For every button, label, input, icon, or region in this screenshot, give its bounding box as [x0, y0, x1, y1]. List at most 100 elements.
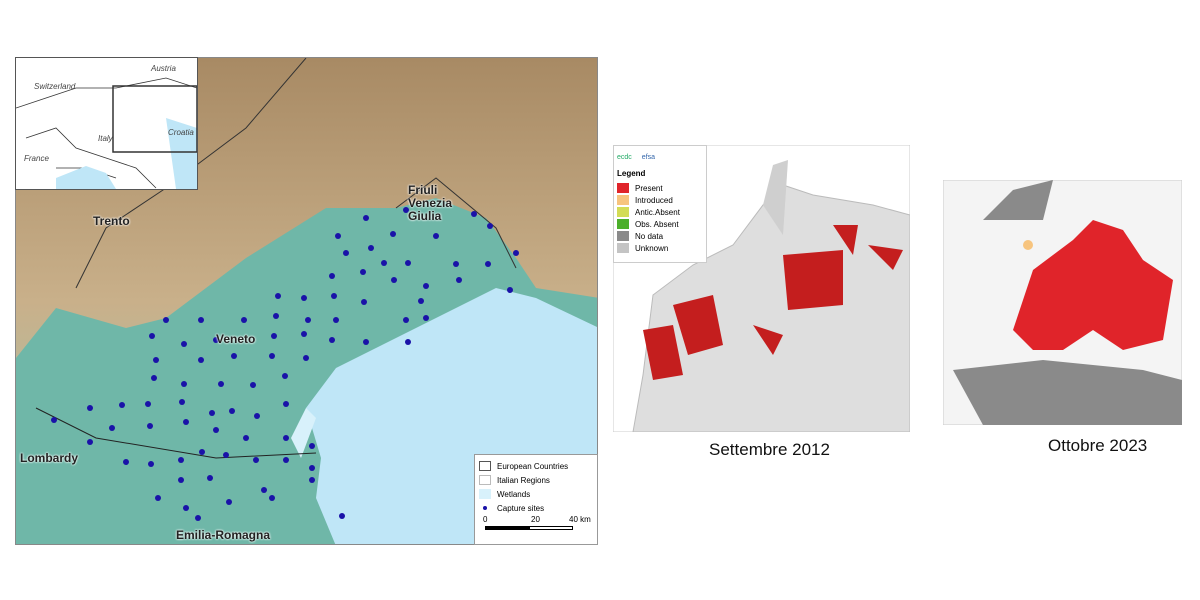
legend-label: Antic.Absent [635, 207, 680, 217]
region-border [35, 407, 317, 459]
capture-site [405, 260, 411, 266]
capture-site [433, 233, 439, 239]
region-border [395, 177, 517, 269]
legend-swatch [617, 183, 629, 193]
legend-label: Introduced [635, 195, 673, 205]
capture-site [283, 401, 289, 407]
capture-site [261, 487, 267, 493]
legend-item: Present [617, 182, 703, 194]
legend-label: European Countries [497, 461, 569, 471]
capture-site [361, 299, 367, 305]
wetlands-swatch [479, 489, 491, 499]
capture-site [405, 339, 411, 345]
map-legend: European Countries Italian Regions Wetla… [474, 454, 598, 545]
capture-site [51, 417, 57, 423]
capture-site [178, 457, 184, 463]
capture-site [309, 465, 315, 471]
label-croatia: Croatia [168, 128, 194, 137]
capture-site [507, 287, 513, 293]
capture-site [253, 457, 259, 463]
legend-label: Wetlands [497, 489, 531, 499]
label-austria: Austria [151, 64, 176, 73]
capture-site [181, 341, 187, 347]
capture-site [213, 427, 219, 433]
capture-site [343, 250, 349, 256]
legend-swatch [617, 195, 629, 205]
scale-label: 40 km [569, 515, 591, 524]
capture-site [207, 475, 213, 481]
capture-site [381, 260, 387, 266]
legend-item: Antic.Absent [617, 206, 703, 218]
capture-site [271, 333, 277, 339]
capture-site [179, 399, 185, 405]
capture-site [283, 457, 289, 463]
capture-site [485, 261, 491, 267]
capture-site [303, 355, 309, 361]
capture-site [329, 337, 335, 343]
label-lombardy: Lombardy [20, 451, 79, 465]
italian-regions-swatch [479, 475, 491, 485]
europe-map-2023 [943, 180, 1182, 425]
capture-site [456, 277, 462, 283]
capture-site [331, 293, 337, 299]
capture-site [87, 439, 93, 445]
capture-site [335, 233, 341, 239]
legend-label: Italian Regions [497, 475, 550, 485]
capture-site [339, 513, 345, 519]
caption-2012: Settembre 2012 [709, 440, 830, 459]
capture-site [403, 207, 409, 213]
capture-site [309, 477, 315, 483]
locator-inset-map: Austria Switzerland Italy Croatia France [15, 57, 198, 190]
capture-site [218, 381, 224, 387]
capture-site [471, 211, 477, 217]
legend-item: No data [617, 230, 703, 242]
ecdc-legend: ecdc efsa Legend Present Introduced Antic.A… [613, 145, 707, 263]
capture-site [151, 375, 157, 381]
capture-site [301, 331, 307, 337]
capture-site [231, 353, 237, 359]
label-emilia-romagna: Emilia-Romagna [176, 528, 271, 542]
capture-site [283, 435, 289, 441]
capture-site [243, 435, 249, 441]
capture-site [119, 402, 125, 408]
present-areas [643, 225, 903, 380]
capture-site [183, 505, 189, 511]
label-france: France [24, 154, 49, 163]
capture-site [123, 459, 129, 465]
capture-site [223, 452, 229, 458]
capture-site [181, 381, 187, 387]
capture-site [145, 401, 151, 407]
capture-site [273, 313, 279, 319]
legend-swatch [617, 243, 629, 253]
scale-label: 20 [531, 515, 540, 524]
legend-label: Present [635, 183, 663, 193]
capture-site [241, 317, 247, 323]
legend-label: Capture sites [497, 503, 545, 513]
legend-item: Obs. Absent [617, 218, 703, 230]
capture-site-icon [479, 503, 491, 513]
european-countries-swatch [479, 461, 491, 471]
capture-site [226, 499, 232, 505]
capture-site [309, 443, 315, 449]
capture-site [275, 293, 281, 299]
label-trento: Trento [93, 214, 130, 228]
capture-site [269, 353, 275, 359]
capture-site [147, 423, 153, 429]
label-switzerland: Switzerland [34, 82, 76, 91]
capture-site [153, 357, 159, 363]
label-italy: Italy [98, 134, 113, 143]
capture-site [403, 317, 409, 323]
logos: ecdc efsa [617, 149, 703, 165]
label-veneto: Veneto [216, 332, 256, 346]
capture-site [390, 231, 396, 237]
present-areas [1013, 220, 1173, 350]
capture-site [155, 495, 161, 501]
scale-bar: 0 20 40 km [479, 515, 593, 535]
capture-site [149, 333, 155, 339]
extent-rectangle [112, 85, 197, 153]
capture-site [513, 250, 519, 256]
ecdc-logo: ecdc [617, 153, 632, 161]
legend-swatch [617, 207, 629, 217]
capture-site [183, 419, 189, 425]
capture-site [195, 515, 201, 521]
